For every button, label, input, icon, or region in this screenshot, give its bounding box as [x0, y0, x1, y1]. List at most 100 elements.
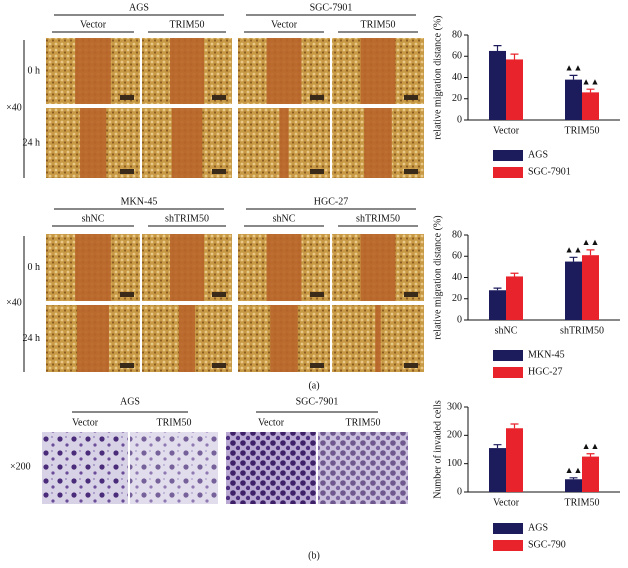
condition-label: shNC	[82, 213, 105, 224]
legend-label: SGC-7901	[528, 166, 571, 177]
condition-label: Vector	[80, 19, 107, 30]
wound-gap	[279, 108, 289, 178]
bar	[489, 448, 506, 492]
error-bar	[493, 444, 502, 449]
wound-gap	[360, 234, 396, 301]
error-bar	[493, 287, 502, 291]
significance-marker: ▲▲	[565, 465, 583, 475]
wound-gap	[169, 234, 205, 301]
error-bar	[586, 453, 595, 457]
legend-swatch	[493, 523, 523, 534]
y-tick-label: 200	[447, 430, 462, 441]
y-tick-label: 60	[452, 251, 462, 262]
significance-marker: ▲▲	[582, 441, 600, 451]
bar	[565, 479, 582, 492]
scale-bar	[404, 95, 418, 100]
error-bar	[569, 477, 578, 480]
wound-gap	[169, 38, 205, 104]
y-tick-label: 80	[452, 29, 462, 40]
error-bar	[510, 423, 519, 429]
bar	[489, 50, 506, 120]
condition-label: shTRIM50	[356, 213, 400, 224]
scale-bar	[404, 292, 418, 297]
micrograph	[130, 432, 218, 504]
scale-bar	[310, 95, 324, 100]
scale-bar	[310, 169, 324, 174]
error-bar	[586, 249, 595, 256]
wound-gap	[171, 108, 203, 178]
x-tick-label: Vector	[493, 497, 520, 508]
wound-gap	[79, 108, 107, 178]
condition-label: TRIM50	[157, 417, 192, 428]
significance-marker: ▲▲	[565, 244, 583, 254]
y-tick-label: 0	[457, 486, 462, 497]
condition-label: TRIM50	[346, 417, 381, 428]
panel-label: (a)	[308, 380, 319, 391]
condition-label: Vector	[271, 19, 298, 30]
error-bar	[569, 256, 578, 262]
condition-label: shTRIM50	[165, 213, 209, 224]
bar	[582, 255, 599, 320]
bar	[582, 92, 599, 120]
magnification: ×40	[6, 297, 22, 308]
y-tick-label: 40	[452, 272, 462, 283]
y-axis-label: relative migration distance (%)	[432, 215, 443, 339]
legend-swatch	[493, 150, 523, 161]
condition-label: Vector	[258, 417, 285, 428]
wound-gap	[364, 108, 392, 178]
magnification: ×40	[6, 102, 22, 113]
wound-gap	[266, 38, 302, 104]
bar	[489, 290, 506, 320]
legend-label: SGC-790	[528, 539, 566, 550]
legend-label: MKN-45	[528, 349, 565, 360]
wound-gap	[75, 38, 111, 104]
magnification: ×200	[10, 461, 31, 472]
scale-bar	[120, 363, 134, 368]
scale-bar	[310, 292, 324, 297]
scale-bar	[212, 292, 226, 297]
x-tick-label: TRIM50	[565, 497, 600, 508]
error-bar	[569, 74, 578, 80]
group-label: MKN-45	[121, 196, 158, 207]
scale-bar	[212, 363, 226, 368]
wound-gap	[270, 305, 298, 372]
x-tick-label: TRIM50	[565, 125, 600, 136]
y-axis-label: relative migration distance (%)	[432, 15, 443, 139]
row-label: 0 h	[28, 65, 41, 76]
error-bar	[510, 272, 519, 277]
y-axis-label: Number of invaded cells	[432, 400, 443, 499]
error-bar	[510, 53, 519, 60]
bar	[506, 276, 523, 320]
wound-gap	[75, 234, 111, 301]
wound-gap	[360, 38, 396, 104]
significance-marker: ▲▲	[565, 62, 583, 72]
scale-bar	[120, 169, 134, 174]
condition-label: shNC	[273, 213, 296, 224]
significance-marker: ▲▲	[582, 237, 600, 247]
y-tick-label: 20	[452, 293, 462, 304]
panel-label: (b)	[308, 550, 320, 561]
condition-label: Vector	[72, 417, 99, 428]
y-tick-label: 20	[452, 93, 462, 104]
condition-label: TRIM50	[170, 19, 205, 30]
group-label: AGS	[120, 396, 140, 407]
group-label: SGC-7901	[296, 396, 339, 407]
row-label: 24 h	[23, 333, 41, 344]
scale-bar	[120, 292, 134, 297]
row-label: 0 h	[28, 262, 41, 273]
scale-bar	[120, 95, 134, 100]
legend-swatch	[493, 540, 523, 551]
significance-marker: ▲▲	[582, 76, 600, 86]
legend-label: HGC-27	[528, 366, 562, 377]
legend-label: AGS	[528, 522, 548, 533]
y-tick-label: 40	[452, 72, 462, 83]
legend-swatch	[493, 167, 523, 178]
error-bar	[586, 88, 595, 93]
y-tick-label: 300	[447, 401, 462, 412]
scale-bar	[404, 169, 418, 174]
y-tick-label: 0	[457, 114, 462, 125]
y-tick-label: 60	[452, 51, 462, 62]
bar	[506, 59, 523, 120]
scale-bar	[310, 363, 324, 368]
wound-gap	[375, 305, 381, 372]
